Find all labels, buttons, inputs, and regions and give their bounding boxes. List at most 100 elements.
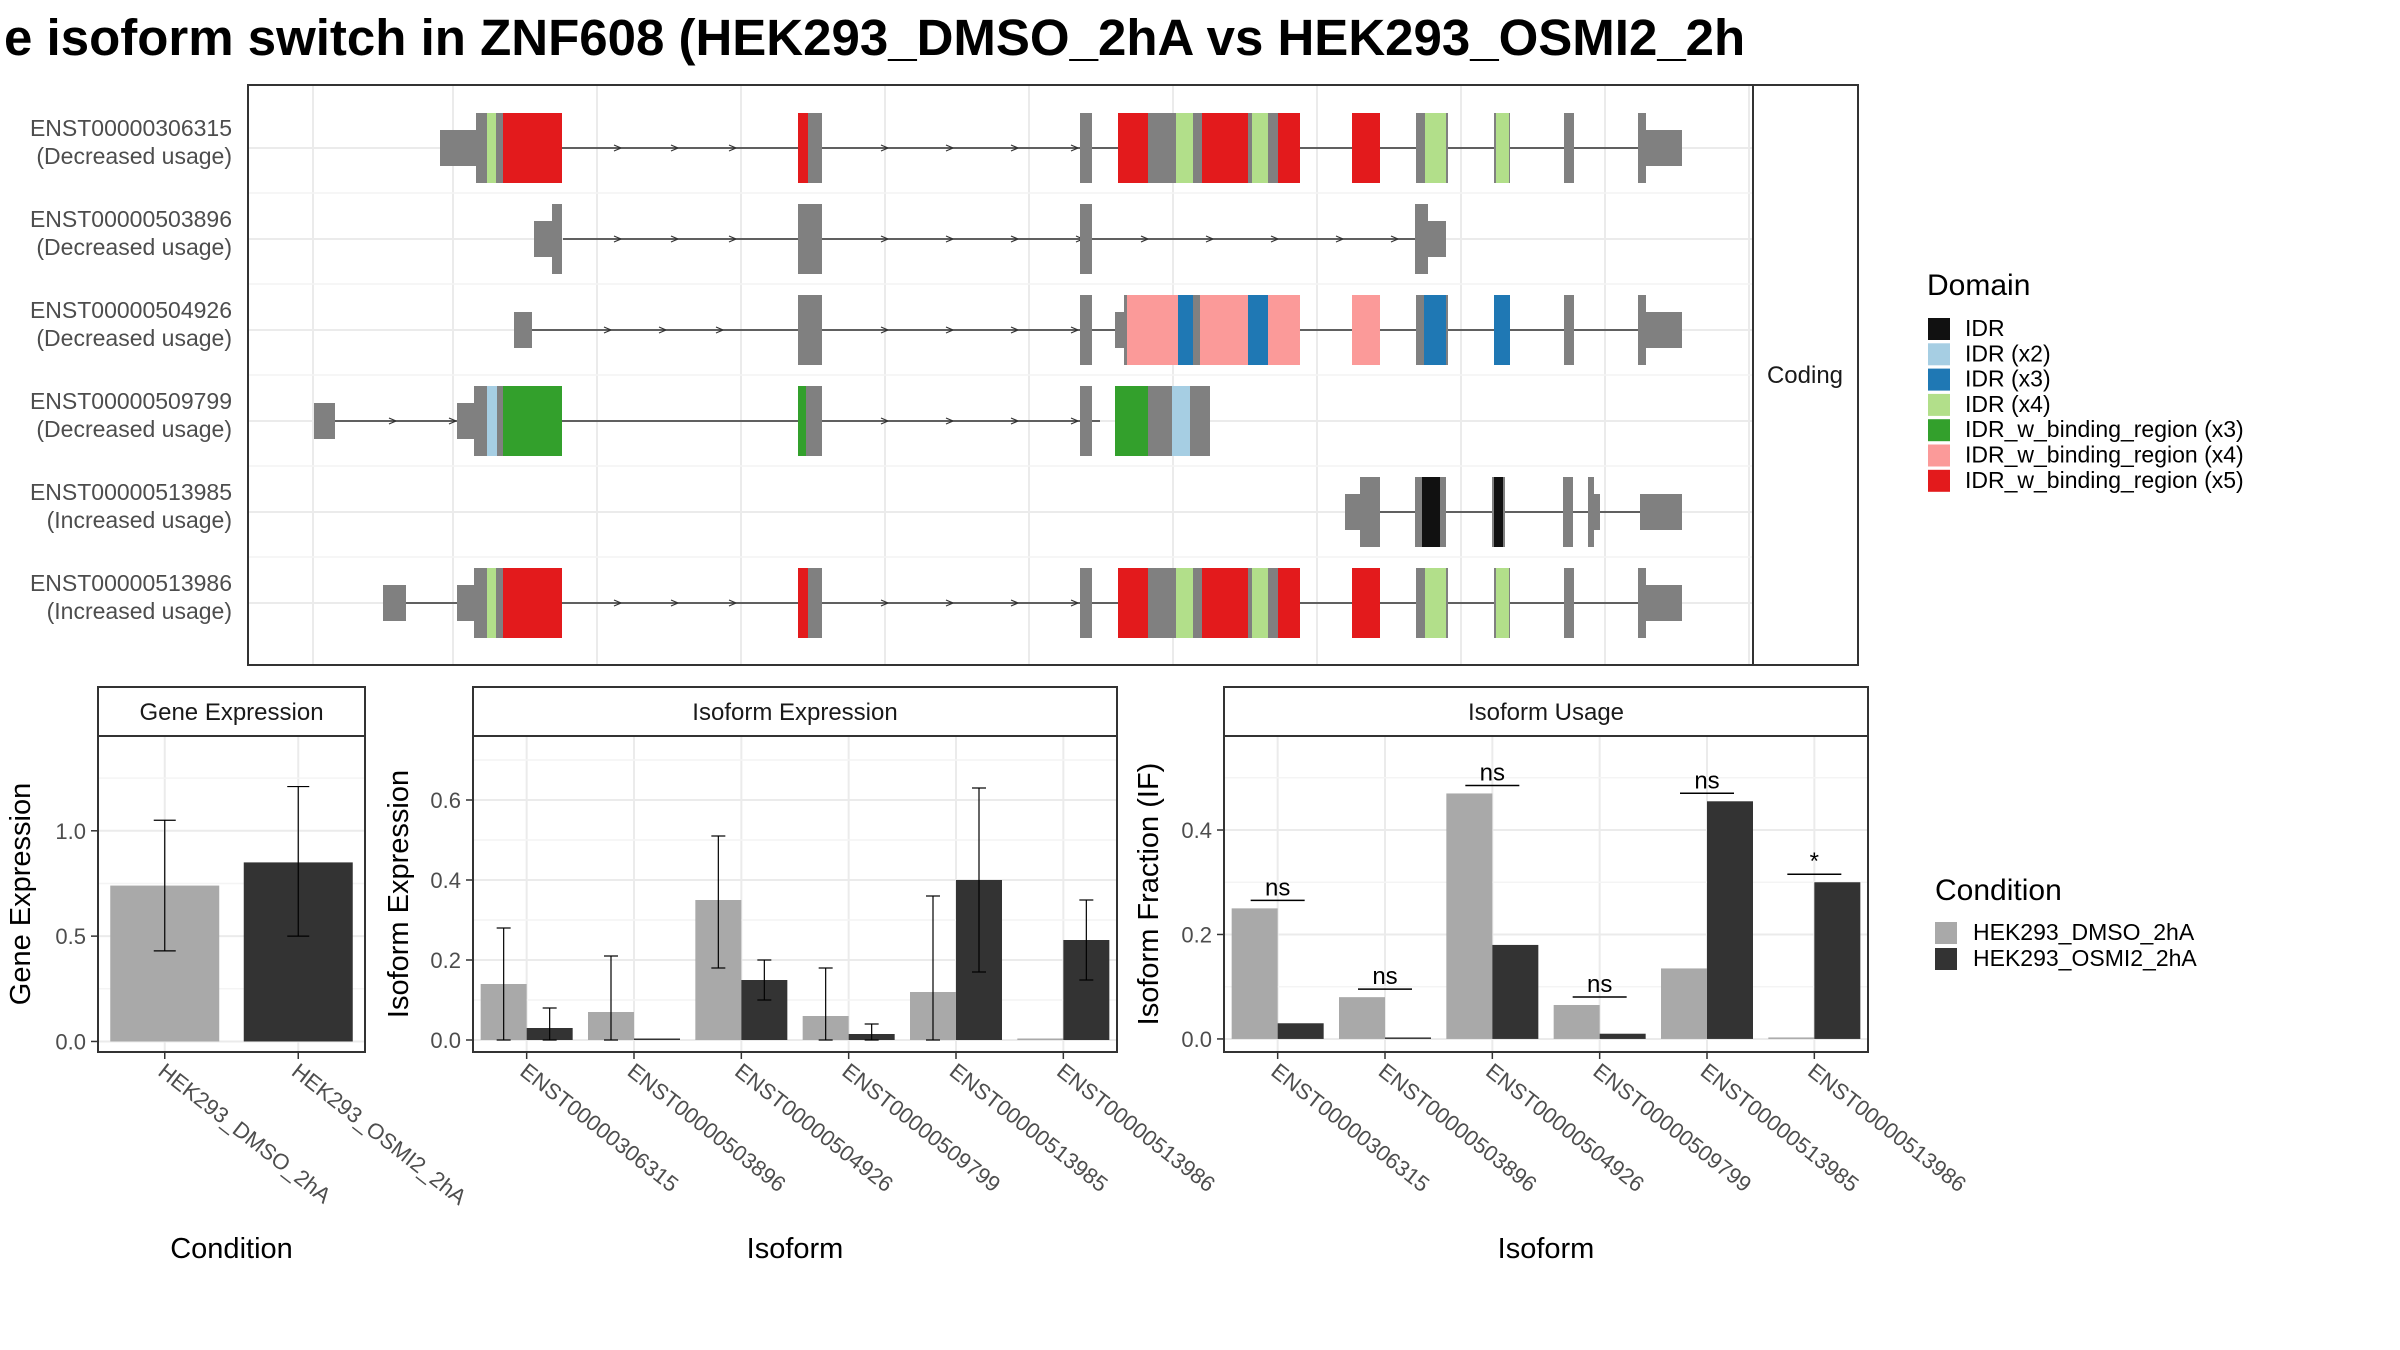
utr-exon <box>457 585 474 621</box>
domain-legend-label: IDR_w_binding_region (x3) <box>1965 416 2244 442</box>
domain-block <box>1268 295 1300 365</box>
intron-arrow <box>880 235 890 243</box>
transcript-id-label: ENST00000504926 <box>30 297 232 323</box>
coding-exon <box>798 295 822 365</box>
intron-arrow <box>670 235 680 243</box>
intron-arrow <box>613 235 623 243</box>
domain-block <box>1496 568 1509 638</box>
y-tick-label: 0.0 <box>55 1029 86 1054</box>
intron-arrow <box>1270 235 1280 243</box>
domain-block <box>1424 295 1446 365</box>
transcript-usage-label: (Decreased usage) <box>36 143 232 169</box>
y-axis-title: Isoform Expression <box>383 770 415 1018</box>
y-tick-label: 0.0 <box>1181 1027 1212 1052</box>
y-tick-label: 0.5 <box>55 924 86 949</box>
figure-title: e isoform switch in ZNF608 (HEK293_DMSO_… <box>4 9 1745 66</box>
significance-label: ns <box>1372 963 1397 990</box>
intron-arrow <box>715 326 725 334</box>
domain-block <box>1178 295 1193 365</box>
utr-exon <box>314 403 335 439</box>
intron-arrow <box>945 235 955 243</box>
intron-arrow <box>613 599 623 607</box>
plot-background <box>473 736 1117 1052</box>
bar-series-1 <box>1599 1033 1646 1039</box>
bar-series-1 <box>1385 1037 1431 1039</box>
intron-arrow <box>1335 235 1345 243</box>
domain-block <box>798 568 808 638</box>
intron-arrow <box>728 144 738 152</box>
utr-exon <box>1592 494 1600 530</box>
coding-exon <box>798 204 822 274</box>
domain-block <box>1127 295 1178 365</box>
transcript-usage-label: (Decreased usage) <box>36 234 232 260</box>
domain-legend-label: IDR (x3) <box>1965 366 2051 392</box>
significance-label: * <box>1810 848 1819 875</box>
domain-block <box>1202 568 1248 638</box>
coding-exon <box>1415 477 1422 547</box>
intron-arrow <box>1070 599 1080 607</box>
significance-label: ns <box>1694 767 1719 794</box>
coding-exon <box>1564 568 1574 638</box>
y-tick-label: 0.6 <box>430 788 461 813</box>
bar-series-1 <box>634 1038 680 1040</box>
domain-block <box>487 568 496 638</box>
domain-block <box>1176 113 1193 183</box>
domain-block <box>487 113 496 183</box>
utr-exon <box>1425 221 1446 257</box>
bar-series-1 <box>1492 944 1539 1039</box>
domain-block <box>1494 295 1510 365</box>
y-tick-label: 0.2 <box>1181 922 1212 947</box>
intron-arrow <box>658 326 668 334</box>
bar-series-1 <box>1707 801 1753 1039</box>
transcript-row: ENST00000509799(Decreased usage) <box>30 386 1210 456</box>
utr-exon <box>1640 130 1682 166</box>
utr-exon <box>1200 403 1210 439</box>
intron-arrow <box>1070 326 1080 334</box>
coding-exon <box>1080 386 1092 456</box>
domain-block <box>1252 568 1268 638</box>
intron-arrow <box>603 326 613 334</box>
coding-exon <box>1588 477 1594 547</box>
coding-strip <box>1752 84 1859 666</box>
domain-block <box>1252 113 1268 183</box>
domain-block <box>1278 568 1300 638</box>
domain-legend-label: IDR <box>1965 315 2005 341</box>
domain-block <box>1494 477 1503 547</box>
y-axis-title: Isoform Fraction (IF) <box>1133 763 1165 1026</box>
domain-legend-swatch <box>1928 444 1950 467</box>
intron-arrow <box>945 599 955 607</box>
intron-arrow <box>670 599 680 607</box>
utr-exon <box>457 403 474 439</box>
transcript-id-label: ENST00000513986 <box>30 570 232 596</box>
intron-arrow <box>1140 235 1150 243</box>
transcript-row: ENST00000513986(Increased usage) <box>30 568 1682 638</box>
bar-series-0 <box>1017 1038 1064 1040</box>
intron-arrow <box>945 417 955 425</box>
bar-series-0 <box>1768 1037 1815 1039</box>
coding-exon <box>1563 477 1573 547</box>
intron-arrow <box>613 144 623 152</box>
intron-arrow <box>945 144 955 152</box>
intron-arrow <box>1010 326 1020 334</box>
utr-exon <box>440 130 476 166</box>
intron-arrow <box>1010 417 1020 425</box>
condition-legend-label: HEK293_OSMI2_2hA <box>1973 945 2197 971</box>
intron-arrow <box>388 417 398 425</box>
domain-block <box>1172 386 1190 456</box>
domain-block <box>798 386 806 456</box>
domain-legend-swatch <box>1928 368 1950 391</box>
domain-legend-swatch <box>1928 318 1950 340</box>
domain-legend-swatch <box>1928 393 1950 416</box>
domain-legend-label: IDR (x4) <box>1965 391 2051 417</box>
domain-block <box>1425 568 1446 638</box>
panel-border <box>97 735 366 1053</box>
transcript-id-label: ENST00000513985 <box>30 479 232 505</box>
domain-legend-swatch <box>1928 419 1950 442</box>
utr-exon <box>534 221 556 257</box>
utr-exon <box>1640 312 1682 348</box>
coding-exon <box>1080 568 1092 638</box>
